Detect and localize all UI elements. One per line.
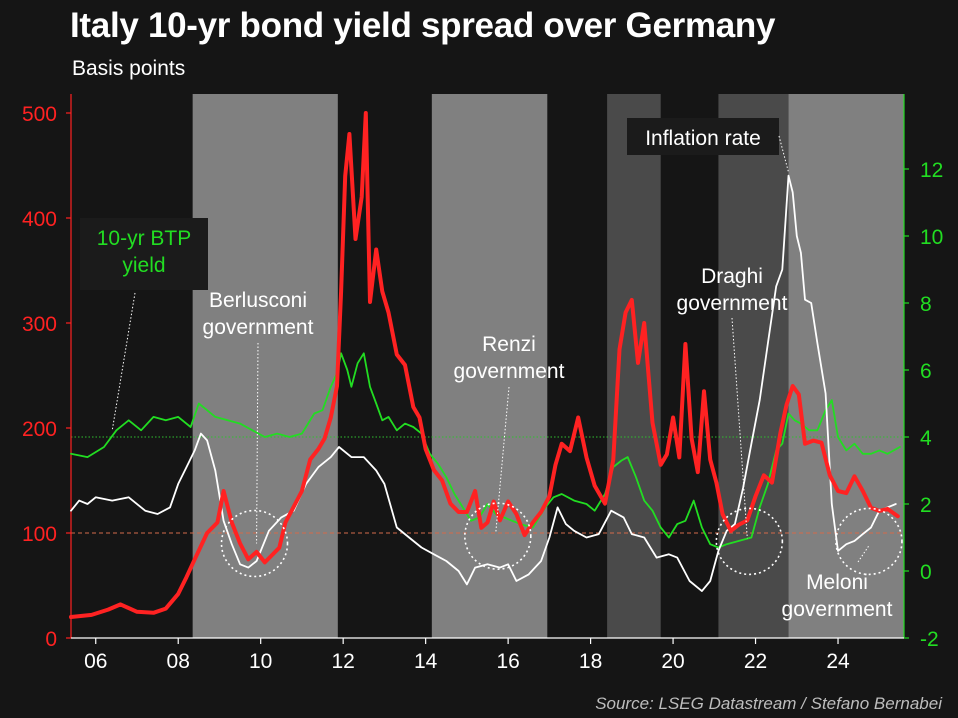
y-right-tick-label: -2: [920, 628, 939, 651]
series: [69, 111, 901, 619]
inflation-label-box: [627, 118, 779, 155]
inflation-leader: [778, 135, 790, 173]
y-left-tick-label: 100: [22, 523, 57, 546]
source-note: Source: LSEG Datastream / Stefano Bernab…: [595, 694, 942, 713]
government-band: [718, 94, 789, 638]
x-tick-label: 10: [249, 650, 272, 673]
y-left-tick-label: 0: [45, 628, 57, 651]
draghi-label: Draghi government: [677, 265, 788, 315]
highlight-circle: [464, 502, 532, 570]
x-tick-label: 16: [496, 650, 519, 673]
y-right-tick-label: 2: [920, 494, 932, 517]
x-tick-label: 20: [661, 650, 684, 673]
x-tick-label: 22: [744, 650, 767, 673]
chart-title: Italy 10-yr bond yield spread over Germa…: [70, 6, 776, 45]
x-tick-label: 24: [826, 650, 850, 673]
x-tick-label: 14: [414, 650, 438, 673]
government-band: [607, 94, 661, 638]
highlight-circle: [835, 507, 903, 576]
spread-line: [69, 111, 900, 619]
meloni-label: Meloni government: [782, 571, 893, 621]
highlight-circle: [220, 509, 289, 578]
y-left-tick-label: 400: [22, 208, 57, 231]
y-right-tick-label: 4: [920, 427, 932, 450]
btp-yield-label: 10-yr BTP yield: [97, 227, 192, 277]
highlight-circle: [715, 507, 784, 576]
renzi-label: Renzi government: [454, 333, 565, 383]
inflation-line: [70, 174, 897, 592]
y-right-tick-label: 8: [920, 293, 932, 316]
x-tick-label: 18: [579, 650, 602, 673]
y-left-tick-label: 500: [22, 103, 57, 126]
x-tick-label: 08: [167, 650, 190, 673]
government-bands: [192, 94, 904, 638]
inflation-label: Inflation rate: [645, 127, 761, 150]
x-tick-label: 12: [331, 650, 354, 673]
chart-subtitle: Basis points: [72, 57, 186, 80]
government-band: [788, 94, 904, 638]
government-band: [192, 94, 338, 638]
btp-leader: [111, 292, 136, 431]
y-right-tick-label: 10: [920, 226, 943, 249]
x-tick-label: 06: [84, 650, 107, 673]
y-left-tick-label: 300: [22, 313, 57, 336]
y-right-tick-label: 0: [920, 561, 932, 584]
y-left-tick-label: 200: [22, 418, 57, 441]
berlusconi-label: Berlusconi government: [203, 289, 314, 339]
reference-lines: [71, 436, 904, 534]
y-right-tick-label: 6: [920, 360, 932, 383]
btp-label-box: [80, 218, 208, 290]
y-right-tick-label: 12: [920, 159, 943, 182]
btp-yield-line: [70, 352, 901, 549]
